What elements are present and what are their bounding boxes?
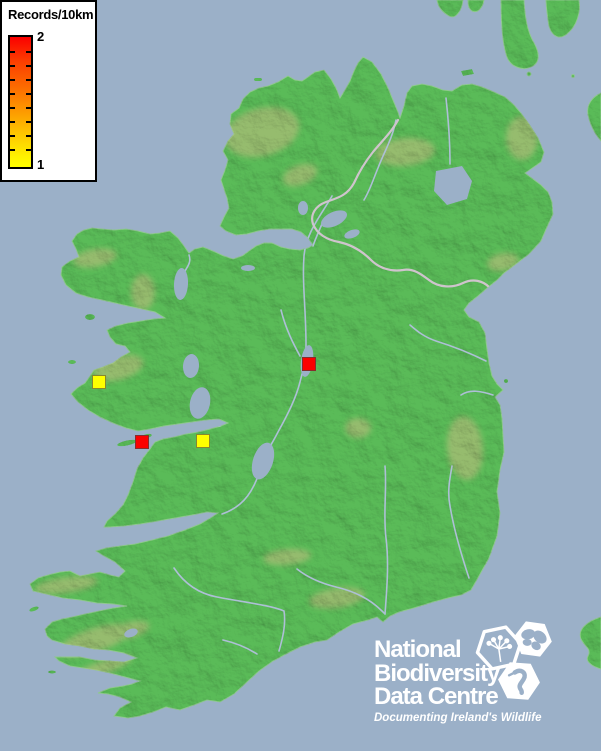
- legend-tick: [10, 135, 15, 137]
- nbdc-logo: National Biodiversity Data Centre Docume…: [374, 638, 541, 725]
- legend-tick: [10, 149, 15, 151]
- legend-tick: [26, 79, 31, 81]
- records-legend: Records/10km 2 1: [0, 0, 97, 182]
- legend-tick: [10, 107, 15, 109]
- legend-tick: [26, 65, 31, 67]
- record-grid-cell[interactable]: [135, 435, 149, 449]
- legend-min-label: 1: [37, 157, 45, 172]
- legend-tick: [10, 121, 15, 123]
- legend-tick: [10, 65, 15, 67]
- ni-border-line: [311, 118, 491, 289]
- legend-tick: [26, 107, 31, 109]
- logo-tagline: Documenting Ireland's Wildlife: [374, 711, 542, 724]
- legend-tick: [10, 51, 15, 53]
- legend-tick: [10, 79, 15, 81]
- legend-title: Records/10km: [8, 7, 94, 22]
- legend-gradient-bar: [8, 35, 33, 169]
- record-grid-cell[interactable]: [92, 375, 106, 389]
- record-grid-cell[interactable]: [302, 357, 316, 371]
- legend-tick: [26, 149, 31, 151]
- legend-max-label: 2: [37, 29, 45, 44]
- legend-tick: [26, 51, 31, 53]
- legend-tick: [26, 135, 31, 137]
- islands: [29, 69, 508, 674]
- record-grid-cell[interactable]: [196, 434, 210, 448]
- logo-line-3: Data Centre: [374, 683, 499, 710]
- logo-line-1: National: [374, 636, 462, 663]
- legend-tick: [26, 121, 31, 123]
- neighbouring-coasts: [436, 0, 601, 670]
- butterfly-hexagon-icon: [514, 621, 552, 657]
- legend-tick: [10, 93, 15, 95]
- legend-tick: [26, 93, 31, 95]
- seahorse-hexagon-icon: [498, 662, 540, 700]
- nbdc-logo-hexagons: [475, 621, 552, 700]
- logo-line-2: Biodiversity: [374, 659, 500, 687]
